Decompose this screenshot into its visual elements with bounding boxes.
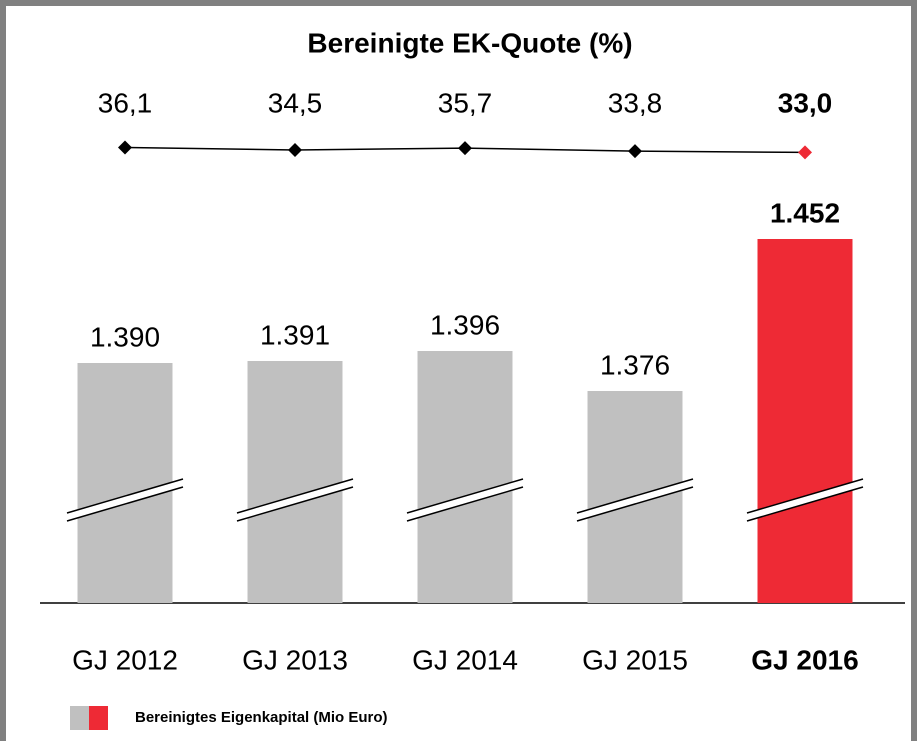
data-label: 36,1 [98, 87, 153, 118]
axis-break-line [746, 478, 864, 514]
line-marker [118, 140, 132, 155]
chart-title: Bereinigte EK-Quote (%) [307, 27, 632, 58]
data-label: 1.391 [260, 319, 330, 350]
data-label: 1.452 [770, 197, 840, 228]
axis-break-line [66, 478, 184, 514]
bar [757, 239, 853, 603]
x-tick-label: GJ 2015 [582, 644, 688, 675]
data-label: 1.376 [600, 349, 670, 380]
axis-break [577, 479, 693, 521]
x-tick-label: GJ 2016 [751, 644, 858, 675]
axis-break-line [406, 486, 524, 522]
line-marker [458, 141, 472, 156]
legend-label: Bereinigtes Eigenkapital (Mio Euro) [135, 709, 388, 726]
axis-break-line [576, 486, 694, 522]
x-tick-label: GJ 2014 [412, 644, 518, 675]
data-label: 33,8 [608, 87, 663, 118]
axis-break-line [746, 486, 864, 522]
data-label: 33,0 [778, 87, 833, 118]
data-label: 1.390 [90, 321, 160, 352]
bar [77, 363, 173, 603]
axis-break [237, 479, 353, 521]
axis-break [407, 479, 523, 521]
bar [417, 351, 513, 603]
x-tick-label: GJ 2012 [72, 644, 178, 675]
data-label: 34,5 [268, 87, 323, 118]
axis-break [67, 479, 183, 521]
line-marker [628, 144, 642, 159]
axis-break-line [66, 486, 184, 522]
axis-break-line [236, 486, 354, 522]
bar [247, 361, 343, 603]
legend-swatch [89, 706, 108, 730]
line-marker [798, 145, 812, 160]
axis-break-line [406, 478, 524, 514]
axis-break-line [576, 478, 694, 514]
axis-break [747, 479, 863, 521]
data-label: 1.396 [430, 309, 500, 340]
data-label: 35,7 [438, 87, 493, 118]
line-marker [288, 143, 302, 157]
x-tick-label: GJ 2013 [242, 644, 348, 675]
axis-break-line [236, 478, 354, 514]
legend-swatch [70, 706, 89, 730]
